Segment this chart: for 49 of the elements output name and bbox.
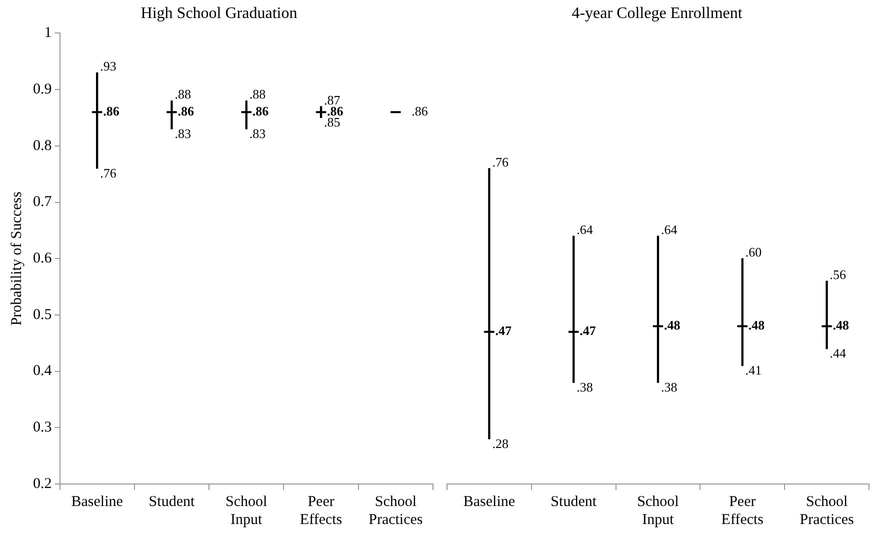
y-axis-title: Probability of Success (8, 191, 25, 326)
annotation: .76 (492, 154, 509, 170)
annotation: .38 (576, 379, 593, 394)
x-tick-label: School Practices (368, 494, 423, 528)
chart-title: High School Graduation (140, 4, 298, 22)
y-tick-label: 0.4 (33, 363, 52, 380)
y-tick-label: 0.6 (33, 250, 52, 267)
annotation: .60 (745, 244, 762, 260)
annotation: .64 (661, 222, 678, 237)
y-tick-label: 0.5 (33, 306, 52, 323)
y-tick-label: 1 (44, 25, 52, 42)
x-tick-label: Baseline (463, 494, 516, 510)
annotation: .76 (100, 165, 117, 180)
y-tick-label: 0.9 (33, 81, 52, 98)
annotation: .86 (252, 103, 270, 118)
chart-title: 4-year College Enrollment (572, 4, 743, 22)
annotation: .56 (830, 267, 847, 282)
annotation: .41 (745, 362, 762, 378)
annotation: .93 (100, 58, 116, 74)
annotation: .85 (324, 114, 340, 130)
annotation: .47 (495, 323, 512, 338)
x-tick-label: Student (550, 494, 598, 510)
x-tick-label: School Input (226, 494, 268, 528)
annotation: .87 (324, 92, 341, 108)
y-tick-label: 0.7 (33, 194, 52, 210)
x-tick-label: School Input (637, 494, 679, 528)
y-tick-label: 0.3 (33, 420, 52, 436)
annotation: .48 (664, 318, 681, 333)
annotation: .86 (178, 103, 194, 118)
x-tick-label: Peer Effects (300, 494, 342, 528)
x-tick-label: Student (148, 494, 196, 510)
annotation: .86 (103, 103, 120, 118)
annotation: .48 (748, 318, 766, 333)
x-tick-label: Peer Effects (721, 494, 764, 528)
annotation: .28 (492, 436, 508, 451)
annotation: .88 (249, 86, 266, 102)
y-tick-label: 0.2 (33, 476, 52, 492)
annotation: .44 (830, 346, 847, 361)
annotation: .86 (412, 104, 428, 119)
annotation: .48 (832, 318, 850, 333)
x-tick-label: Baseline (71, 494, 124, 510)
annotation: .83 (249, 126, 266, 141)
annotation: .88 (174, 86, 191, 102)
y-tick-label: 0.8 (33, 138, 52, 154)
x-tick-label: School Practices (800, 494, 854, 528)
annotation: .83 (174, 126, 191, 141)
annotation: .38 (661, 379, 678, 394)
annotation: .47 (580, 323, 596, 338)
annotation: .64 (576, 222, 594, 237)
